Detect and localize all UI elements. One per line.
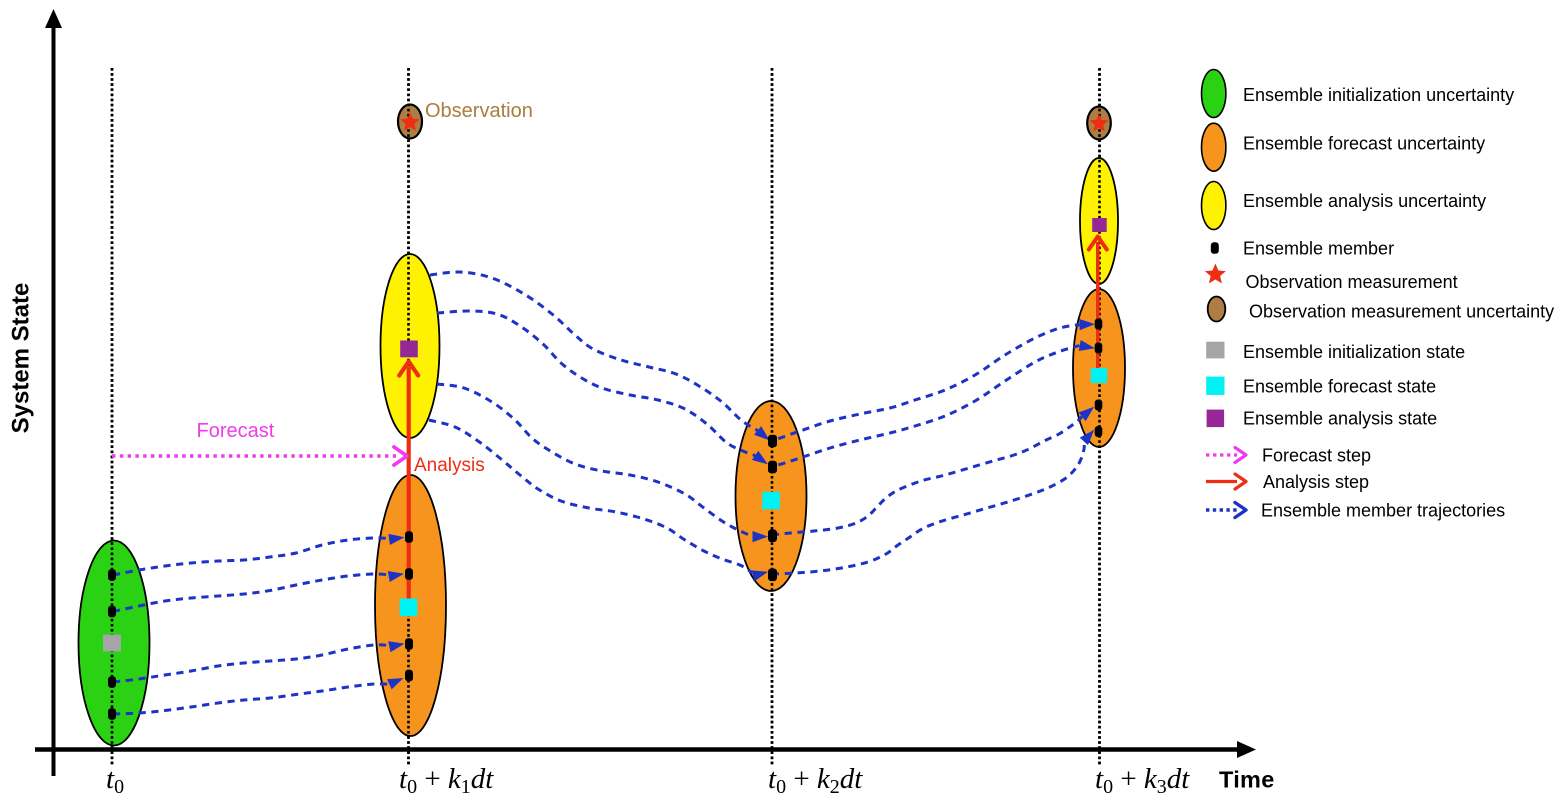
- svg-text:t0 + k3dt: t0 + k3dt: [1095, 763, 1190, 798]
- svg-text:Forecast: Forecast: [197, 420, 275, 442]
- svg-text:Ensemble forecast uncertainty: Ensemble forecast uncertainty: [1243, 134, 1485, 154]
- svg-text:t0 + k1dt: t0 + k1dt: [399, 763, 494, 798]
- svg-text:Ensemble analysis uncertainty: Ensemble analysis uncertainty: [1243, 191, 1486, 211]
- svg-text:Ensemble member trajectories: Ensemble member trajectories: [1261, 501, 1505, 521]
- svg-text:t0 + k2dt: t0 + k2dt: [768, 763, 863, 798]
- svg-text:Analysis step: Analysis step: [1263, 472, 1369, 492]
- svg-text:Time: Time: [1219, 767, 1275, 793]
- svg-text:Analysis: Analysis: [414, 455, 485, 476]
- svg-text:System State: System State: [8, 283, 35, 434]
- svg-text:Ensemble analysis state: Ensemble analysis state: [1243, 409, 1437, 429]
- svg-text:Ensemble member: Ensemble member: [1243, 239, 1394, 259]
- svg-text:Observation measurement uncert: Observation measurement uncertainty: [1249, 302, 1554, 322]
- svg-text:Ensemble forecast state: Ensemble forecast state: [1243, 377, 1436, 397]
- svg-text:Observation measurement: Observation measurement: [1246, 272, 1458, 292]
- svg-text:Observation: Observation: [425, 100, 533, 122]
- svg-text:t0: t0: [106, 763, 124, 798]
- svg-text:Forecast step: Forecast step: [1262, 446, 1371, 466]
- svg-text:Ensemble initialization state: Ensemble initialization state: [1243, 342, 1465, 362]
- svg-text:Ensemble initialization uncert: Ensemble initialization uncertainty: [1243, 85, 1514, 105]
